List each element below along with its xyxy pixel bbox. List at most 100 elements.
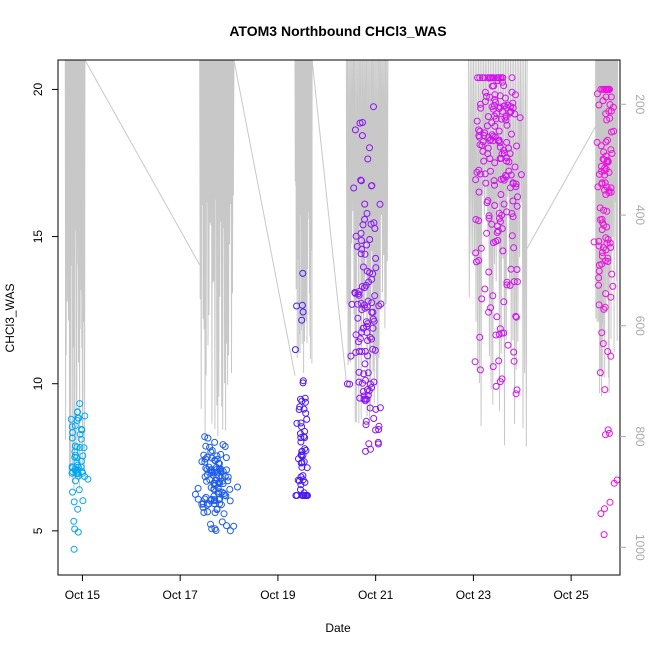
data-point [598, 226, 606, 234]
data-point [480, 157, 488, 165]
data-point [490, 177, 498, 185]
data-point [509, 197, 517, 205]
pressure-flight-2 [294, 59, 313, 374]
data-point [355, 378, 363, 386]
data-point [234, 483, 241, 491]
data-point [372, 405, 380, 413]
data-point [371, 292, 379, 300]
data-point [494, 237, 502, 244]
data-point [510, 244, 518, 252]
data-point [299, 451, 307, 459]
data-point [81, 412, 89, 420]
data-point [608, 270, 616, 278]
pressure-transit-2 [311, 59, 347, 382]
data-point [76, 444, 84, 451]
data-point [361, 250, 369, 258]
data-point [474, 74, 482, 82]
data-point [608, 150, 616, 157]
data-point [595, 170, 603, 178]
data-point [299, 308, 307, 316]
data-point [366, 269, 374, 277]
data-point [484, 144, 492, 152]
data-point [194, 484, 202, 492]
data-point [492, 98, 499, 106]
data-point [508, 232, 516, 240]
data-point [74, 505, 82, 513]
data-point [503, 121, 511, 129]
data-point [607, 352, 615, 360]
data-point [502, 116, 510, 124]
data-point [363, 210, 371, 217]
data-point [368, 299, 376, 307]
data-point [487, 167, 494, 175]
data-point [77, 435, 85, 443]
data-point [375, 426, 383, 433]
pressure-flight-0 [64, 59, 86, 490]
data-point [297, 434, 305, 442]
data-point [70, 545, 78, 553]
data-point [495, 209, 503, 217]
data-point [497, 154, 505, 162]
data-point [595, 267, 603, 275]
data-point [510, 278, 518, 286]
data-point [213, 455, 221, 463]
pressure-line-layer [64, 59, 619, 490]
data-point [481, 170, 489, 178]
data-point [72, 477, 79, 485]
data-point [74, 528, 82, 536]
data-point [595, 101, 603, 109]
data-point [472, 176, 480, 184]
data-point [590, 238, 598, 246]
data-point [489, 292, 497, 300]
data-point [301, 434, 309, 442]
data-point [201, 473, 209, 481]
data-point [358, 328, 366, 336]
pressure-flight-5 [595, 59, 619, 397]
data-point [506, 109, 514, 117]
data-point [604, 258, 612, 265]
data-point [475, 166, 483, 174]
data-point [475, 133, 483, 141]
data-point [512, 390, 520, 398]
y2-tick-label: 1000 [633, 534, 647, 561]
data-point [70, 517, 78, 525]
data-point [496, 139, 504, 147]
data-point [605, 429, 613, 437]
data-point [473, 168, 481, 176]
data-point [600, 531, 608, 539]
data-point [475, 188, 483, 196]
data-point [496, 325, 504, 333]
data-point [505, 167, 513, 175]
data-point [601, 164, 609, 172]
data-point [517, 171, 525, 179]
data-point [297, 395, 304, 403]
data-point [495, 127, 503, 135]
data-point [491, 181, 498, 189]
data-point [68, 434, 76, 442]
data-point [601, 386, 609, 394]
data-point [514, 193, 522, 201]
data-point [367, 220, 375, 228]
data-point [492, 115, 500, 123]
data-point [204, 434, 212, 442]
data-point [510, 357, 518, 365]
x-tick-label: Oct 19 [260, 588, 296, 602]
data-point [600, 167, 608, 175]
data-point [507, 265, 515, 273]
data-point [375, 302, 383, 310]
data-point [507, 108, 515, 116]
data-point [600, 305, 608, 313]
data-point [230, 522, 238, 530]
data-point [602, 93, 610, 101]
data-point [210, 468, 218, 476]
pressure-transit-1 [233, 59, 296, 376]
data-point [610, 479, 618, 487]
data-point [497, 191, 505, 198]
data-point [607, 146, 615, 154]
data-point [600, 206, 608, 214]
data-point [480, 132, 488, 139]
data-point [597, 510, 605, 518]
data-point [370, 415, 378, 422]
data-point [598, 180, 606, 188]
data-point [357, 299, 365, 307]
